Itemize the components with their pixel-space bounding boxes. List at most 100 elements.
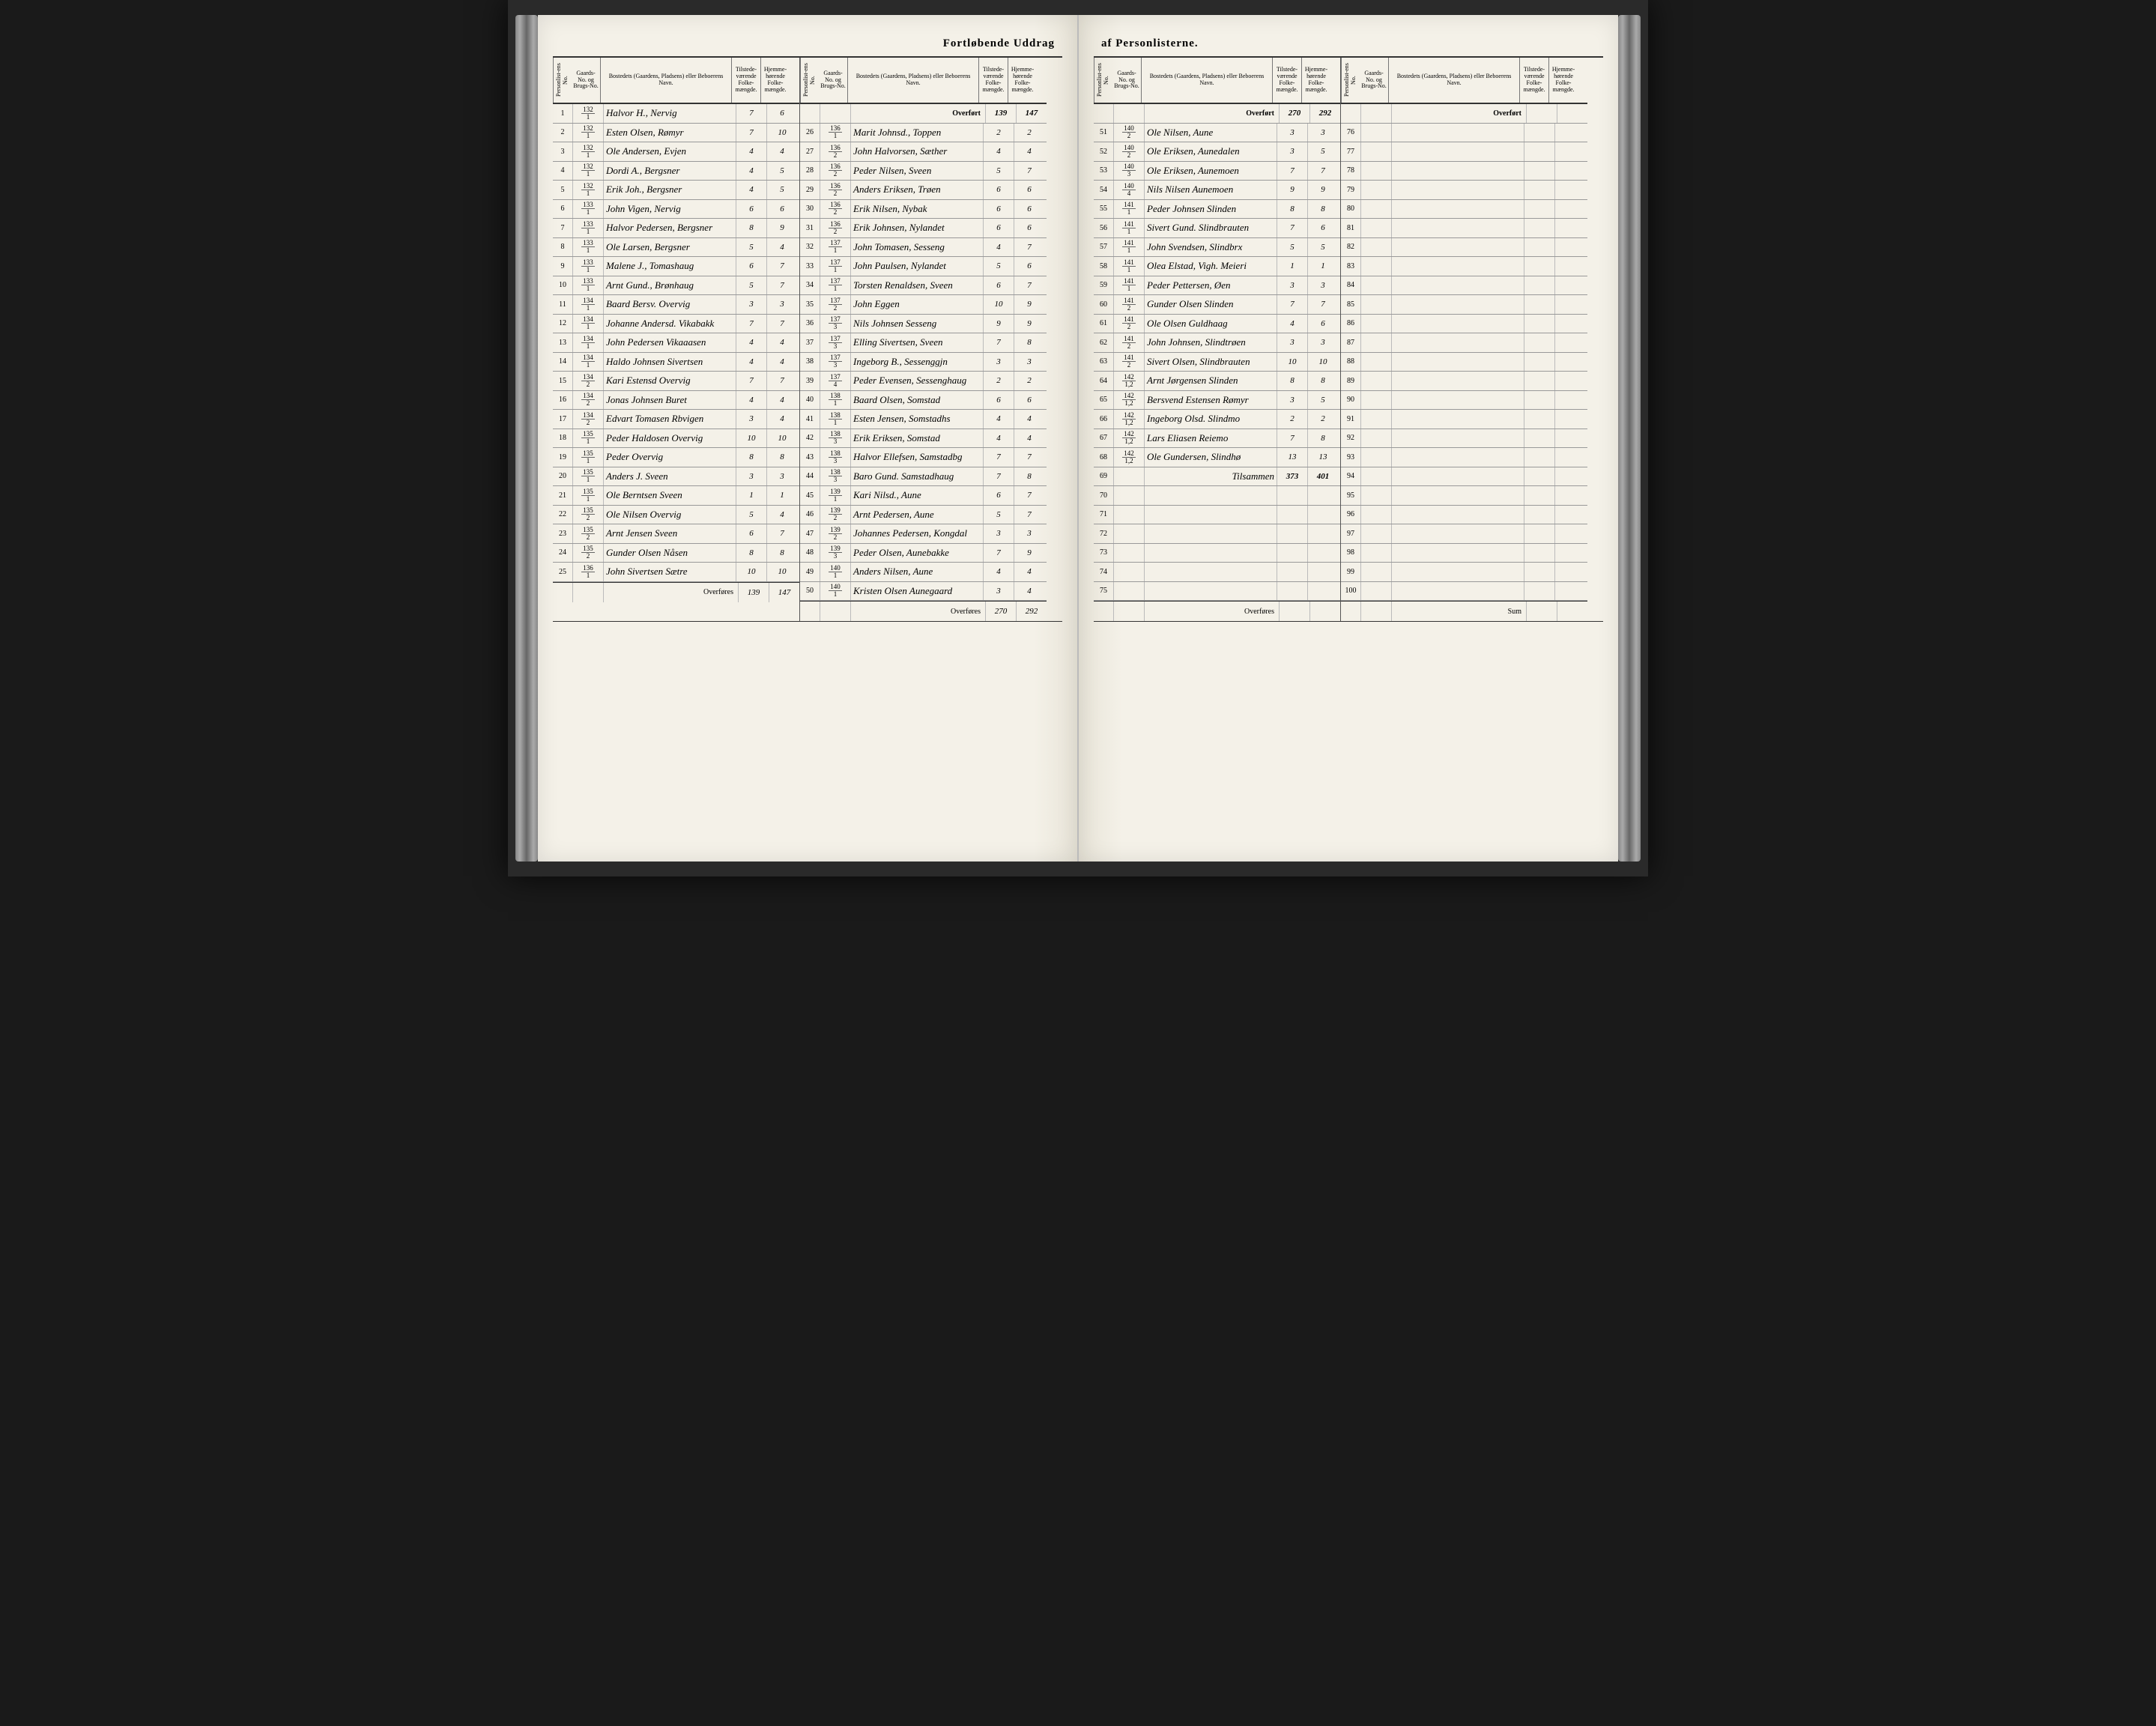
- cell-bosted: Sivert Gund. Slindbrauten: [1145, 219, 1277, 237]
- cell-hjemme: [1308, 506, 1338, 524]
- cell-hjemme: [1555, 142, 1585, 161]
- cell-person-no: 76: [1341, 124, 1361, 142]
- cell-tilstede: 3: [1277, 124, 1308, 142]
- cell-tilstede: 7: [736, 124, 767, 142]
- cell-tilstede: [1277, 506, 1308, 524]
- cell-hjemme: [1555, 524, 1585, 543]
- cell-tilstede: 3: [984, 353, 1014, 372]
- ledger-row: 661421,2Ingeborg Olsd. Slindmo22: [1094, 410, 1340, 429]
- cell-bosted: Ole Larsen, Bergsner: [604, 238, 736, 257]
- ledger-row: 91: [1341, 410, 1587, 429]
- cell-bosted: John Tomasen, Sesseng: [851, 238, 984, 257]
- cell-tilstede: [1524, 544, 1555, 563]
- book-binding-right: [1618, 15, 1641, 862]
- cell-gaard-no: 1391: [820, 486, 851, 505]
- cell-person-no: 32: [800, 238, 820, 257]
- cell-tilstede: 3: [736, 295, 767, 314]
- cell-person-no: 9: [553, 257, 573, 276]
- cell-hjemme: [1555, 353, 1585, 372]
- cell-tilstede: 7: [736, 104, 767, 123]
- cell-gaard-no: [1361, 524, 1392, 543]
- cell-hjemme: 2: [1014, 124, 1044, 142]
- ledger-row: 41321Dordi A., Bergsner45: [553, 162, 799, 181]
- cell-tilstede: 4: [736, 181, 767, 199]
- cell-person-no: 6: [553, 200, 573, 219]
- carry-b2-t: 270: [986, 602, 1017, 621]
- ledger-row: 311362Erik Johnsen, Nylandet66: [800, 219, 1047, 238]
- ledger-row: 171342Edvart Tomasen Rbvigen34: [553, 410, 799, 429]
- cell-bosted: Peder Johnsen Slinden: [1145, 200, 1277, 219]
- cell-hjemme: 4: [767, 353, 797, 372]
- ledger-row: 73: [1094, 544, 1340, 563]
- ledger-row: 93: [1341, 448, 1587, 467]
- ledger-row: 70: [1094, 486, 1340, 506]
- ledger-row: 501401Kristen Olsen Aunegaard34: [800, 582, 1047, 602]
- cell-tilstede: 2: [984, 124, 1014, 142]
- cell-bosted: Anders Eriksen, Trøen: [851, 181, 984, 199]
- cell-bosted: John Johnsen, Slindtrøen: [1145, 333, 1277, 352]
- cell-hjemme: [1555, 162, 1585, 181]
- cell-hjemme: 5: [1308, 238, 1338, 257]
- cell-hjemme: 1: [767, 486, 797, 505]
- ledger-row: 571411John Svendsen, Slindbrx55: [1094, 238, 1340, 258]
- cell-hjemme: 7: [1014, 276, 1044, 295]
- hdr-tilst: Tilstede-værende Folke-mængde.: [1273, 58, 1302, 103]
- cell-gaard-no: [1361, 506, 1392, 524]
- cell-hjemme: [1555, 372, 1585, 390]
- ledger-row: 611412Ole Olsen Guldhaag46: [1094, 315, 1340, 334]
- cell-gaard-no: 1392: [820, 524, 851, 543]
- cell-tilstede: [1524, 276, 1555, 295]
- cell-gaard-no: 1411: [1114, 200, 1145, 219]
- cell-person-no: 4: [553, 162, 573, 181]
- cell-gaard-no: 1352: [573, 524, 604, 543]
- rows-block-1: 11321Halvor H., Nervig7621321Esten Olsen…: [553, 104, 799, 582]
- over-b3-t: 270: [1280, 104, 1310, 123]
- cell-hjemme: 7: [767, 315, 797, 333]
- ledger-row: 601412Gunder Olsen Slinden77: [1094, 295, 1340, 315]
- cell-person-no: 69: [1094, 467, 1114, 486]
- cell-gaard-no: [1361, 372, 1392, 390]
- cell-bosted: Malene J., Tomashaug: [604, 257, 736, 276]
- ledger-row: 331371John Paulsen, Nylandet56: [800, 257, 1047, 276]
- hdr-hjem: Hjemme-hørende Folke-mængde.: [1549, 58, 1578, 103]
- cell-bosted: Arnt Pedersen, Aune: [851, 506, 984, 524]
- cell-gaard-no: 1361: [820, 124, 851, 142]
- cell-hjemme: 8: [1308, 429, 1338, 448]
- carry-b1-t: 139: [739, 583, 769, 602]
- cell-hjemme: 3: [1308, 276, 1338, 295]
- cell-bosted: Esten Jensen, Somstadhs: [851, 410, 984, 429]
- cell-person-no: 28: [800, 162, 820, 181]
- cell-tilstede: 4: [736, 142, 767, 161]
- cell-gaard-no: [1114, 582, 1145, 601]
- cell-gaard-no: [1361, 353, 1392, 372]
- hdr-person: Personlist-ens No.: [1094, 58, 1112, 103]
- cell-bosted: Haldo Johnsen Sivertsen: [604, 353, 736, 372]
- rows-block-4: 7677787980818283848586878889909192939495…: [1341, 124, 1587, 602]
- cell-person-no: 91: [1341, 410, 1361, 429]
- cell-person-no: 34: [800, 276, 820, 295]
- cell-tilstede: 3: [1277, 391, 1308, 410]
- ledger-row: 471392Johannes Pedersen, Kongdal33: [800, 524, 1047, 544]
- cell-bosted: Halvor Pedersen, Bergsner: [604, 219, 736, 237]
- ledger-row: 21321Esten Olsen, Rømyr710: [553, 124, 799, 143]
- cell-tilstede: [1524, 563, 1555, 581]
- ledger-row: 531403Ole Eriksen, Aunemoen77: [1094, 162, 1340, 181]
- cell-bosted: [1392, 200, 1524, 219]
- cell-bosted: Ole Eriksen, Aunedalen: [1145, 142, 1277, 161]
- cell-bosted: Anders J. Sveen: [604, 467, 736, 486]
- sum-label: Sum: [1392, 602, 1527, 621]
- ledger-row: 401381Baard Olsen, Somstad66: [800, 391, 1047, 411]
- cell-tilstede: 4: [736, 333, 767, 352]
- cell-person-no: 49: [800, 563, 820, 581]
- ledger-row: 111341Baard Bersv. Overvig33: [553, 295, 799, 315]
- cell-gaard-no: 1392: [820, 506, 851, 524]
- cell-person-no: 99: [1341, 563, 1361, 581]
- cell-person-no: 65: [1094, 391, 1114, 410]
- cell-bosted: Erik Nilsen, Nybak: [851, 200, 984, 219]
- cell-hjemme: 9: [1014, 544, 1044, 563]
- ledger-row: 90: [1341, 391, 1587, 411]
- ledger-row: 94: [1341, 467, 1587, 487]
- cell-gaard-no: 1374: [820, 372, 851, 390]
- ledger-row: 561411Sivert Gund. Slindbrauten76: [1094, 219, 1340, 238]
- cell-hjemme: 4: [767, 142, 797, 161]
